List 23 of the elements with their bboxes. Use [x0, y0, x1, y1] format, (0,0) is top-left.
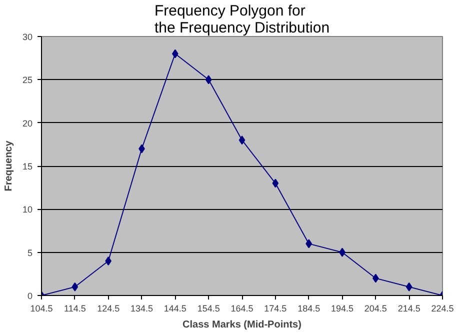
x-tick-label: 214.5 — [398, 304, 420, 314]
y-tick-label: 5 — [27, 248, 33, 258]
y-tick-label: 0 — [27, 291, 33, 301]
x-tick-label: 124.5 — [97, 304, 120, 314]
x-tick-label: 104.5 — [30, 304, 53, 314]
chart-title: Frequency Polygon for the Frequency Distribution — [154, 2, 330, 36]
y-tick-label: 30 — [22, 32, 33, 42]
y-axis-title: Frequency — [3, 140, 14, 192]
x-tick-label: 204.5 — [364, 304, 387, 314]
x-tick-label: 194.5 — [330, 304, 354, 314]
x-tick-label: 224.5 — [431, 304, 454, 314]
x-tick-label: 164.5 — [230, 304, 254, 314]
y-tick-label: 15 — [22, 162, 33, 172]
x-tick-label: 154.5 — [197, 304, 220, 314]
x-tick-label: 174.5 — [264, 304, 287, 314]
x-tick-label: 184.5 — [298, 304, 320, 314]
x-axis-title: Class Marks (Mid-Points) — [182, 320, 302, 330]
x-tick-label: 144.5 — [164, 304, 186, 314]
y-tick-label: 20 — [22, 118, 33, 128]
x-tick-label: 134.5 — [130, 304, 154, 314]
y-tick-label: 25 — [22, 75, 33, 86]
x-tick-label: 114.5 — [64, 304, 86, 314]
y-tick-label: 10 — [22, 204, 33, 215]
